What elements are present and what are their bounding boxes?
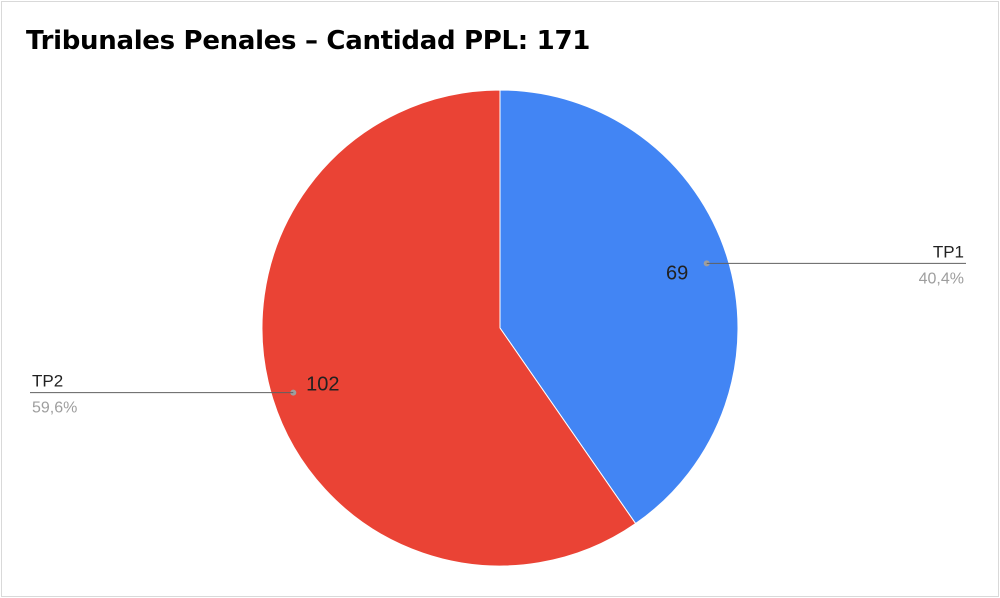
pie-percent-label-tp2: 59,6% — [32, 400, 77, 417]
pie-slice-tp1 — [499, 89, 739, 525]
pie-slices — [261, 89, 739, 567]
pie-slice-tp2 — [261, 89, 637, 567]
pie-category-label-tp2: TP2 — [32, 372, 63, 391]
pie-value-label-tp1: 69 — [666, 263, 688, 285]
pie-labels: 69 TP1 40,4% 102 TP2 59,6% — [30, 242, 966, 417]
pie-value-label-tp2: 102 — [306, 373, 339, 395]
pie-category-label-tp1: TP1 — [933, 242, 964, 261]
pie-percent-label-tp1: 40,4% — [919, 270, 964, 287]
chart-title: Tribunales Penales – Cantidad PPL: 171 — [26, 26, 591, 56]
